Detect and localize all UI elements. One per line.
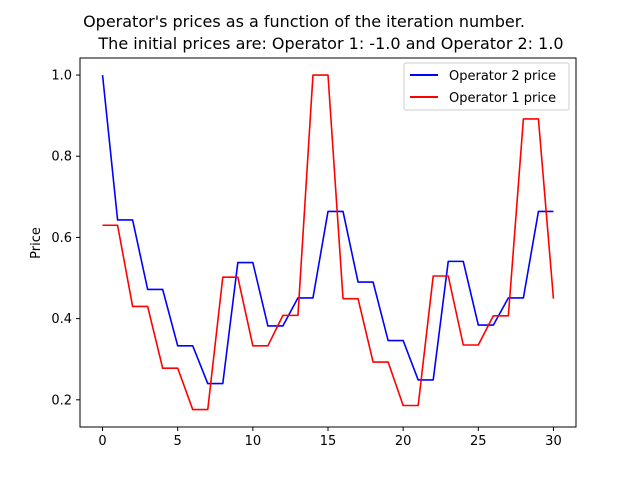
x-tick-label: 15 (320, 434, 337, 449)
x-axis-ticks: 0 5 10 15 20 25 30 (98, 427, 562, 449)
series-line-operator-2-price (101, 74, 554, 385)
legend-box (403, 62, 570, 111)
y-tick-label: 0.6 (51, 231, 72, 246)
y-axis-label: Price (29, 227, 44, 259)
series-line-operator-1-price (102, 74, 555, 411)
x-tick-label: 0 (98, 434, 106, 449)
plot-area (80, 58, 576, 427)
x-tick-label: 25 (470, 434, 487, 449)
x-tick-label: 30 (545, 434, 562, 449)
y-axis-ticks: 0.2 0.4 0.6 0.8 1.0 (51, 69, 80, 408)
y-tick-label: 1.0 (51, 69, 72, 84)
x-tick-label: 5 (174, 434, 182, 449)
legend: Operator 2 price Operator 1 price (403, 62, 570, 111)
legend-label-operator-2: Operator 2 price (449, 69, 556, 84)
y-tick-label: 0.2 (51, 393, 72, 408)
x-tick-label: 10 (245, 434, 262, 449)
legend-label-operator-1: Operator 1 price (449, 91, 556, 106)
y-tick-label: 0.8 (51, 150, 72, 165)
chart-title: Operator's prices as a function of the i… (83, 12, 525, 31)
chart-subtitle: The initial prices are: Operator 1: -1.0… (97, 34, 563, 53)
y-tick-label: 0.4 (51, 312, 72, 327)
series-layer (101, 74, 555, 411)
x-tick-label: 20 (395, 434, 412, 449)
